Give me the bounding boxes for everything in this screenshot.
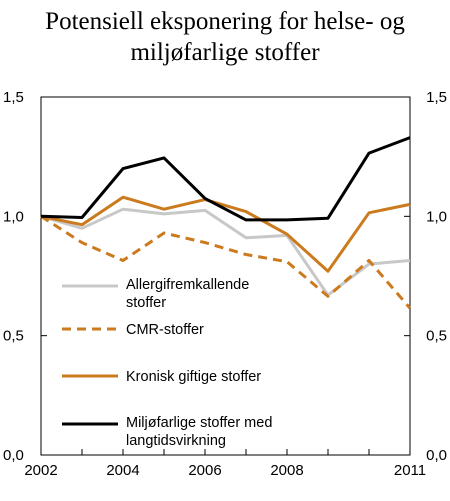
- series-line-4: [40, 136, 411, 222]
- legend-label: Kronisk giftige stoffer: [126, 369, 261, 385]
- legend-label: Allergifremkallende: [126, 277, 249, 293]
- chart-title-line-2: miljøfarlige stoffer: [130, 39, 320, 66]
- y-tick-label-right: 0,0: [426, 447, 447, 464]
- x-tick-label: 2011: [394, 462, 426, 479]
- x-tick-label: 2004: [106, 462, 139, 479]
- chart-axes: 0,0 0,0 0,5 0,5 1,0 1,0 1,5 1,5 2002 2004 2006 2008…: [3, 89, 447, 479]
- y-tick-label-right: 0,5: [426, 328, 447, 345]
- legend-item-2: CMR-stoffer: [62, 322, 204, 338]
- series-layer: [40, 136, 412, 310]
- legend-item-1: Allergifremkallende stoffer: [62, 277, 249, 311]
- x-tick-label: 2006: [188, 462, 221, 479]
- x-tick-label: 2008: [270, 462, 303, 479]
- legend-label: langtidsvirkning: [126, 433, 226, 449]
- y-tick-label-left: 0,0: [3, 447, 24, 464]
- y-tick-label-left: 0,5: [3, 328, 24, 345]
- legend-label: stoffer: [126, 295, 166, 311]
- y-tick-label-left: 1,5: [3, 89, 24, 106]
- y-tick-label-left: 1,0: [3, 208, 24, 225]
- legend-label: Miljøfarlige stoffer med: [126, 415, 272, 431]
- plot-frame: [40, 96, 411, 456]
- legend-item-4: Miljøfarlige stoffer med langtidsvirkning: [62, 415, 272, 449]
- series-line-2: [40, 215, 412, 310]
- chart-title-line-1: Potensiell eksponering for helse- og: [45, 8, 405, 35]
- series-line-3: [40, 195, 411, 273]
- y-tick-label-right: 1,5: [426, 89, 447, 106]
- legend-item-3: Kronisk giftige stoffer: [62, 369, 261, 385]
- chart-title: Potensiell eksponering for helse- og mil…: [0, 6, 450, 68]
- y-tick-label-right: 1,0: [426, 208, 447, 225]
- chart-legend: Allergifremkallende stoffer CMR-stoffer Kro…: [62, 277, 272, 449]
- x-tick-label: 2002: [24, 462, 57, 479]
- legend-label: CMR-stoffer: [126, 322, 204, 338]
